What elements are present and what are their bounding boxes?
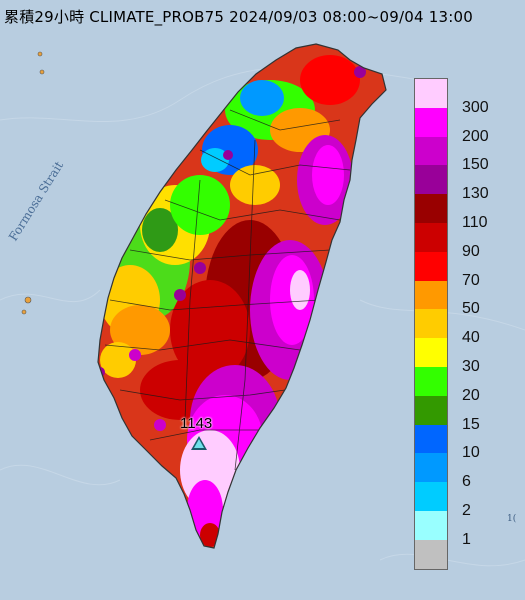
max-station-icon bbox=[191, 436, 207, 450]
legend-swatch bbox=[415, 338, 447, 367]
legend-swatch bbox=[415, 107, 447, 137]
legend-label: 6 bbox=[462, 473, 471, 491]
legend-label: 150 bbox=[462, 156, 489, 174]
legend-label: 2 bbox=[462, 502, 471, 519]
legend-swatch bbox=[415, 453, 447, 483]
legend-label: 1 bbox=[462, 530, 471, 548]
legend-swatch bbox=[415, 424, 447, 454]
legend-swatch bbox=[415, 309, 447, 339]
legend-swatch bbox=[415, 136, 447, 166]
county-boundaries bbox=[104, 109, 351, 471]
legend-label: 90 bbox=[462, 242, 480, 260]
legend-swatch bbox=[415, 482, 447, 511]
legend-swatch bbox=[415, 395, 447, 425]
legend-swatch bbox=[415, 79, 447, 108]
legend-swatch bbox=[415, 194, 447, 223]
legend-swatch bbox=[415, 539, 447, 569]
legend-label: 300 bbox=[462, 98, 489, 116]
outlying-islands bbox=[21, 51, 45, 315]
legend-swatch bbox=[415, 251, 447, 281]
legend-swatch bbox=[415, 280, 447, 310]
max-rainfall-value: 1143 bbox=[180, 415, 213, 432]
legend-label: 20 bbox=[462, 386, 480, 404]
legend-label: 30 bbox=[462, 358, 480, 375]
legend-label: 110 bbox=[462, 214, 488, 231]
legend-label: 70 bbox=[462, 271, 480, 289]
color-legend bbox=[414, 78, 448, 570]
legend-swatch bbox=[415, 511, 447, 540]
legend-swatch bbox=[415, 367, 447, 396]
legend-label: 130 bbox=[462, 185, 489, 203]
legend-label: 10 bbox=[462, 444, 480, 462]
edge-label: 1( bbox=[507, 514, 517, 524]
legend-label: 40 bbox=[462, 329, 480, 347]
legend-label: 50 bbox=[462, 300, 480, 318]
legend-swatch bbox=[415, 223, 447, 252]
map-title: 累積29小時 CLIMATE_PROB75 2024/09/03 08:00~0… bbox=[4, 8, 473, 26]
legend-swatch bbox=[415, 165, 447, 195]
legend-label: 200 bbox=[462, 127, 489, 145]
legend-label: 15 bbox=[462, 415, 480, 433]
